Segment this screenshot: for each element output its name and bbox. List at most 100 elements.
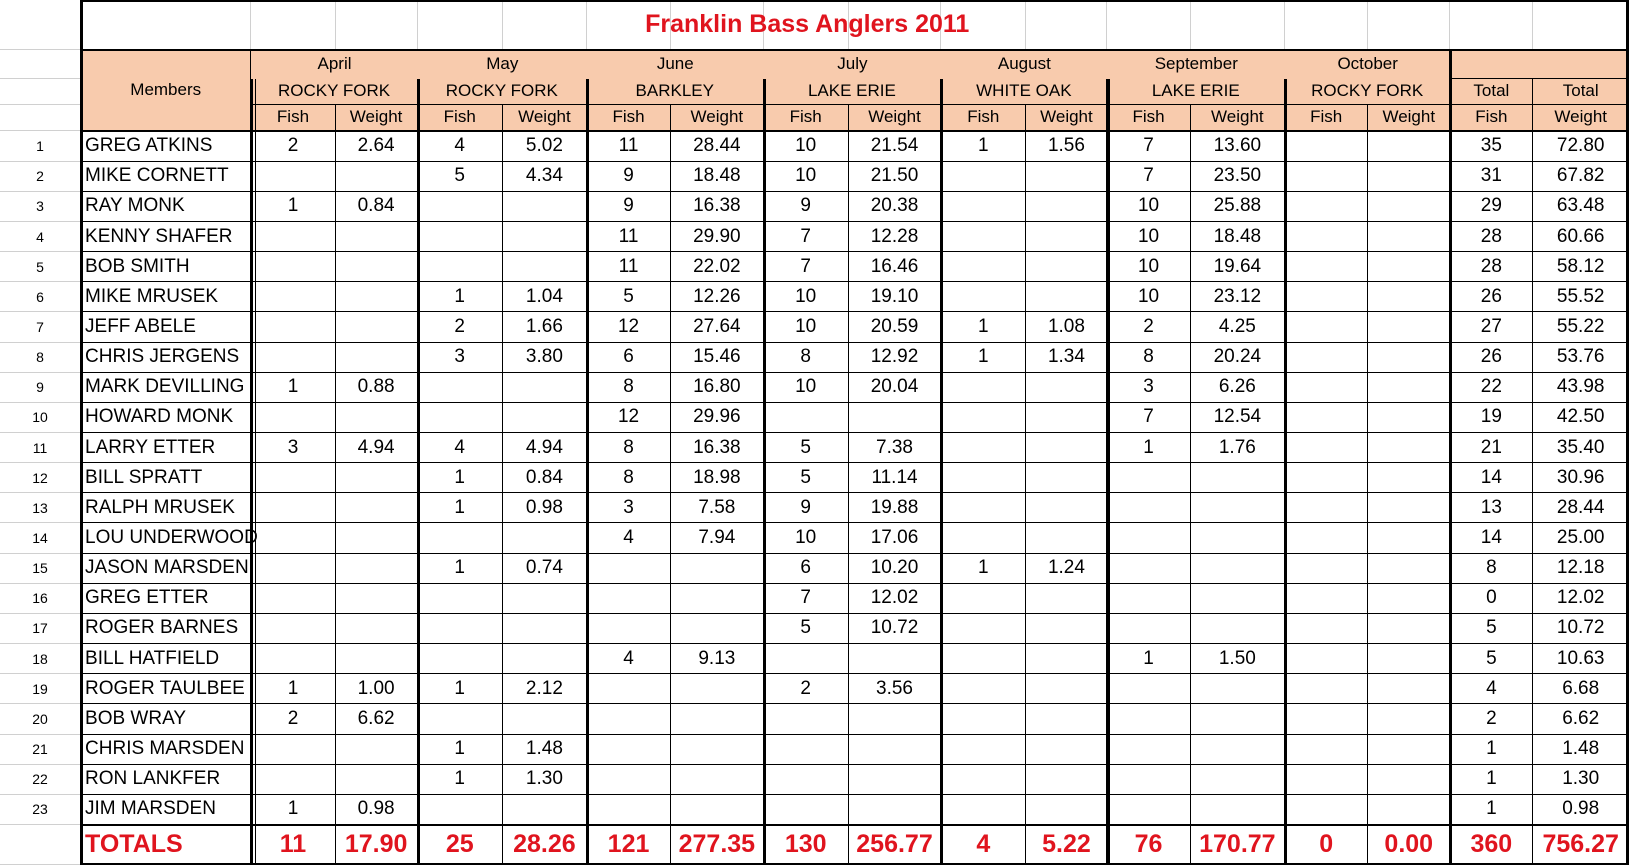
data-cell: 9: [586, 161, 672, 192]
data-cell: [941, 252, 1027, 283]
data-cell: 1: [251, 372, 336, 403]
data-cell: [671, 674, 764, 705]
row-number: 10: [0, 402, 82, 433]
data-cell: [1285, 161, 1369, 192]
data-cell: [417, 704, 503, 735]
data-cell: [1107, 463, 1191, 494]
data-cell: 5: [1450, 644, 1534, 675]
data-cell: 1: [1450, 734, 1534, 765]
data-cell: 1: [941, 342, 1027, 373]
data-cell: 1.48: [1533, 734, 1629, 765]
data-cell: 1.50: [1190, 644, 1286, 675]
data-cell: 11: [586, 131, 672, 162]
row-rule: [81, 862, 1629, 865]
data-cell: 4: [586, 644, 672, 675]
sheet-cell: [0, 0, 82, 50]
data-cell: [251, 613, 336, 645]
row-number: 12: [0, 463, 82, 494]
data-cell: [335, 764, 418, 795]
total-cell: 25: [417, 824, 503, 865]
data-cell: [417, 221, 503, 253]
row-number: 14: [0, 523, 82, 554]
data-cell: [1368, 221, 1451, 253]
data-cell: 13: [1450, 493, 1534, 524]
row-number: 1: [0, 131, 82, 162]
row-number: 16: [0, 583, 82, 614]
data-cell: [1285, 191, 1369, 222]
data-cell: 1.00: [335, 674, 418, 705]
data-cell: 5.02: [502, 131, 587, 162]
data-cell: [941, 372, 1027, 403]
data-cell: [1285, 674, 1369, 705]
total-cell: 0.00: [1368, 824, 1451, 865]
data-cell: 1: [417, 764, 503, 795]
data-cell: 6.68: [1533, 674, 1629, 705]
data-cell: 2: [763, 674, 849, 705]
members-header: Members: [81, 49, 252, 131]
data-cell: 4: [417, 433, 503, 464]
data-cell: 30.96: [1533, 463, 1629, 494]
data-cell: 22.02: [671, 252, 764, 283]
data-cell: 1.24: [1026, 553, 1108, 584]
data-cell: [417, 191, 503, 222]
data-cell: [1026, 463, 1108, 494]
data-cell: 10: [763, 282, 849, 313]
data-cell: [1190, 493, 1286, 524]
data-cell: 10.72: [1533, 613, 1629, 645]
data-cell: 26: [1450, 282, 1534, 313]
data-cell: [502, 704, 587, 735]
data-cell: [1107, 613, 1191, 645]
data-cell: [1190, 764, 1286, 795]
data-cell: [941, 191, 1027, 222]
data-cell: 7.94: [671, 523, 764, 554]
data-cell: [335, 221, 418, 253]
data-cell: [671, 553, 764, 584]
location-header: ROCKY FORK: [251, 79, 418, 105]
data-cell: 42.50: [1533, 402, 1629, 433]
data-cell: 12.28: [848, 221, 942, 253]
data-cell: [1368, 644, 1451, 675]
data-cell: [1368, 674, 1451, 705]
member-name: MIKE CORNETT: [81, 161, 252, 192]
month-header: September: [1107, 49, 1286, 79]
data-cell: 12.02: [1533, 583, 1629, 614]
data-cell: 10: [763, 312, 849, 343]
data-cell: [941, 644, 1027, 675]
column-rule: [250, 79, 254, 865]
data-cell: 12.26: [671, 282, 764, 313]
data-cell: 10: [763, 372, 849, 403]
month-header: April: [251, 49, 418, 79]
row-number: 22: [0, 764, 82, 795]
data-cell: 9: [763, 191, 849, 222]
data-cell: [1285, 131, 1369, 162]
data-cell: [941, 282, 1027, 313]
data-cell: [1026, 161, 1108, 192]
member-name: HOWARD MONK: [81, 402, 252, 433]
data-cell: 9.13: [671, 644, 764, 675]
data-cell: 2: [1450, 704, 1534, 735]
data-cell: 2: [251, 131, 336, 162]
data-cell: 6.26: [1190, 372, 1286, 403]
data-cell: 16.38: [671, 191, 764, 222]
sheet-cell: [1533, 0, 1629, 50]
data-cell: [1107, 794, 1191, 825]
data-cell: [335, 402, 418, 433]
data-cell: [941, 433, 1027, 464]
column-rule: [585, 79, 590, 865]
data-cell: [1107, 734, 1191, 765]
data-cell: 4.94: [502, 433, 587, 464]
member-name: ROGER BARNES: [81, 613, 252, 645]
data-cell: 12: [586, 402, 672, 433]
data-cell: [1107, 583, 1191, 614]
member-name: GREG ATKINS: [81, 131, 252, 162]
data-cell: 72.80: [1533, 131, 1629, 162]
fish-header: Fish: [1285, 105, 1369, 131]
data-cell: [251, 402, 336, 433]
data-cell: [941, 161, 1027, 192]
data-cell: 1: [941, 131, 1027, 162]
data-cell: [502, 613, 587, 645]
data-cell: [417, 583, 503, 614]
total-cell: 756.27: [1533, 824, 1629, 865]
row-rule: [81, 48, 1629, 51]
data-cell: 8: [1107, 342, 1191, 373]
